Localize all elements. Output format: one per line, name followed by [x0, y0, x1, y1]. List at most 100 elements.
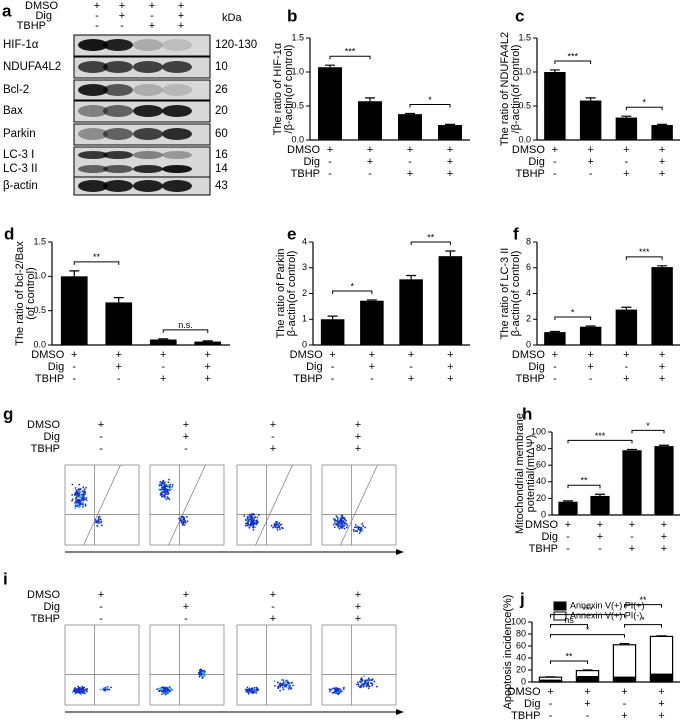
- bar: [544, 72, 565, 140]
- error-bar: [550, 331, 560, 332]
- treatment-sign: +: [587, 361, 593, 373]
- event-dot: [75, 497, 77, 499]
- event-dot: [247, 687, 249, 689]
- event-dot: [364, 527, 366, 529]
- significance-bracket: [163, 330, 208, 333]
- treatment-sign: -: [99, 613, 103, 625]
- treatment-sign: +: [661, 543, 667, 555]
- blot-band: [103, 180, 133, 192]
- blot-band: [162, 84, 192, 96]
- significance-label: **: [565, 651, 573, 661]
- treatment-sign: -: [623, 698, 627, 710]
- blot-band: [133, 180, 163, 192]
- event-dot: [74, 493, 76, 495]
- panel-letter: d: [4, 224, 14, 243]
- event-dot: [251, 523, 253, 525]
- panel-letter: b: [287, 6, 297, 25]
- significance-bracket: [568, 440, 632, 443]
- event-dot: [250, 517, 252, 519]
- event-dot: [361, 530, 363, 532]
- treatment-sign: -: [117, 373, 121, 385]
- blot-band: [133, 151, 163, 159]
- treatment-sign: -: [625, 156, 629, 168]
- treatment-sign: +: [98, 589, 104, 601]
- event-dot: [161, 689, 163, 691]
- treatment-name: TBHP: [293, 373, 322, 385]
- bar-segment: [650, 674, 672, 682]
- event-dot: [253, 514, 255, 516]
- event-dot: [360, 686, 362, 688]
- event-dot: [366, 686, 368, 688]
- event-dot: [84, 493, 86, 495]
- error-bar: [328, 316, 338, 319]
- blot-band: [162, 180, 192, 192]
- event-dot: [81, 689, 83, 691]
- event-dot: [248, 693, 250, 695]
- blot-label: NDUFA4L2: [3, 61, 61, 73]
- kda-label: 16: [215, 149, 228, 161]
- treatment-sign: -: [271, 601, 275, 613]
- event-dot: [179, 518, 181, 520]
- error-bar: [365, 98, 375, 101]
- treatment-sign: +: [661, 519, 667, 531]
- event-dot: [106, 689, 108, 691]
- blot-band: [162, 165, 192, 173]
- bar-segment: [613, 645, 635, 677]
- event-dot: [247, 521, 249, 523]
- treatment-sign: -: [161, 361, 165, 373]
- event-dot: [332, 692, 334, 694]
- treatment-sign: +: [587, 349, 593, 361]
- event-dot: [74, 507, 76, 509]
- event-dot: [373, 681, 375, 683]
- event-dot: [284, 685, 286, 687]
- event-dot: [167, 493, 169, 495]
- event-dot: [77, 489, 79, 491]
- legend-swatch: [554, 602, 566, 610]
- event-dot: [163, 495, 165, 497]
- event-dot: [201, 670, 203, 672]
- blot-label: Bcl-2: [3, 84, 29, 96]
- event-dot: [249, 514, 251, 516]
- treatment-sign: -: [553, 361, 557, 373]
- event-dot: [72, 691, 74, 693]
- event-dot: [342, 690, 344, 692]
- event-dot: [252, 527, 254, 529]
- significance-label: *: [642, 98, 646, 108]
- bar: [398, 114, 422, 140]
- treatment-name: DMSO: [31, 349, 64, 361]
- event-dot: [166, 688, 168, 690]
- significance-label: *: [571, 307, 575, 317]
- y-tick-label: 1.5: [291, 32, 304, 42]
- event-dot: [336, 689, 338, 691]
- significance-label: **: [580, 476, 588, 486]
- treatment-sign: +: [355, 419, 361, 431]
- treatment-sign: +: [447, 144, 453, 156]
- kda-label: 14: [215, 163, 228, 175]
- treatment-sign: +: [205, 349, 211, 361]
- treatment-sign: +: [659, 168, 665, 180]
- treatment-sign: +: [369, 361, 375, 373]
- event-dot: [79, 692, 81, 694]
- treatment-sign: +: [447, 168, 453, 180]
- treatment-sign: +: [623, 144, 629, 156]
- treatment-name: Dig: [528, 156, 545, 168]
- blot-band: [133, 84, 163, 96]
- treatment-sign: -: [566, 543, 570, 555]
- error-bar: [203, 341, 213, 342]
- event-dot: [277, 521, 279, 523]
- event-dot: [343, 687, 345, 689]
- y-tick-label: 80: [516, 628, 526, 638]
- treatment-name: Dig: [303, 156, 320, 168]
- event-dot: [243, 515, 245, 517]
- treatment-sign: +: [71, 349, 77, 361]
- bar-segment: [539, 677, 561, 680]
- event-dot: [80, 494, 82, 496]
- event-dot: [170, 688, 172, 690]
- error-bar: [158, 339, 168, 340]
- event-dot: [274, 523, 276, 525]
- bar: [651, 125, 672, 140]
- treatment-sign: +: [587, 156, 593, 168]
- significance-label: ***: [639, 247, 650, 257]
- event-dot: [281, 683, 283, 685]
- event-dot: [279, 690, 281, 692]
